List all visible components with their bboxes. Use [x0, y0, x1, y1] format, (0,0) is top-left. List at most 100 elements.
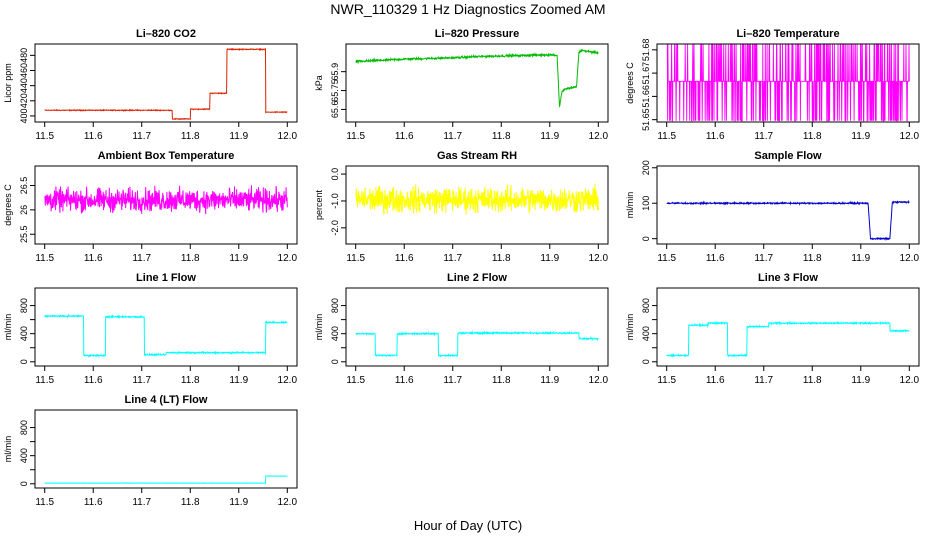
plot-frame [656, 165, 920, 245]
x-tick-label: 11.6 [706, 253, 725, 264]
y-axis-label: ml/min [625, 314, 635, 341]
plot-frame [345, 165, 609, 245]
x-tick-label: 12.0 [900, 131, 920, 142]
x-tick-label: 11.5 [35, 131, 54, 142]
x-tick-label: 11.7 [443, 375, 462, 386]
x-tick-label: 11.9 [229, 131, 248, 142]
chart-panel: Li–820 Pressure 11.5 11.6 11.7 11.8 11.9 12.0 6… [314, 28, 609, 142]
x-tick-label: 11.5 [346, 253, 365, 264]
y-tick-label: 51.65 [641, 108, 651, 131]
y-tick-label: 0 [641, 236, 651, 241]
x-tick-label: 11.7 [132, 131, 151, 142]
y-tick-label: 800 [641, 298, 651, 313]
x-tick-label: 11.5 [657, 131, 676, 142]
y-axis-label: kPa [314, 75, 324, 91]
series-line [355, 183, 599, 215]
y-tick-label: 26 [19, 205, 29, 215]
y-axis-label: Licor ppm [3, 63, 13, 103]
x-tick-label: 11.5 [346, 375, 365, 386]
y-tick-label: 65.9 [330, 63, 340, 81]
y-axis-label: ml/min [314, 314, 324, 341]
x-tick-label: 11.7 [754, 375, 773, 386]
chart-title: Li–820 CO2 [136, 28, 196, 40]
y-tick-label: 100 [641, 196, 651, 211]
x-tick-label: 11.8 [803, 253, 822, 264]
x-tick-label: 11.9 [851, 375, 870, 386]
y-tick-label: 460 [19, 63, 29, 78]
x-tick-label: 11.7 [132, 253, 151, 264]
x-tick-label: 11.9 [540, 131, 559, 142]
x-tick-label: 11.6 [84, 131, 103, 142]
chart-title: Ambient Box Temperature [98, 150, 235, 162]
y-axis-label: ml/min [3, 314, 13, 341]
x-tick-label: 11.8 [492, 131, 511, 142]
x-tick-label: 11.8 [181, 253, 200, 264]
chart-title: Sample Flow [754, 150, 822, 162]
chart-title: Li–820 Pressure [435, 28, 519, 40]
plot-frame [656, 43, 920, 123]
series-line [666, 320, 910, 359]
x-tick-label: 11.5 [657, 253, 676, 264]
y-tick-label: 0 [641, 359, 651, 364]
series-line [355, 330, 599, 358]
y-tick-label: 65.75 [330, 79, 340, 102]
y-tick-label: 51.68 [641, 39, 651, 62]
x-tick-label: 11.5 [657, 375, 676, 386]
x-tick-label: 11.5 [35, 375, 54, 386]
chart-panel: Li–820 CO2 11.5 11.6 11.7 11.8 11.9 12.0 400420… [3, 28, 298, 142]
y-tick-label: 800 [19, 298, 29, 313]
x-tick-label: 11.6 [84, 375, 103, 386]
x-tick-label: 12.0 [589, 253, 609, 264]
x-tick-label: 11.8 [803, 131, 822, 142]
y-tick-label: 0 [19, 359, 29, 364]
y-tick-label: 51.67 [641, 62, 651, 85]
x-tick-label: 11.7 [754, 131, 773, 142]
y-tick-label: 400 [19, 326, 29, 341]
series-line [355, 48, 599, 108]
x-tick-label: 11.8 [181, 375, 200, 386]
y-tick-label: 480 [19, 48, 29, 63]
x-tick-label: 12.0 [900, 253, 920, 264]
x-tick-label: 11.7 [132, 375, 151, 386]
x-tick-label: 11.9 [229, 497, 248, 508]
x-tick-label: 11.6 [395, 253, 414, 264]
x-tick-label: 11.8 [492, 253, 511, 264]
y-tick-label: 800 [19, 420, 29, 435]
x-tick-label: 11.9 [851, 131, 870, 142]
chart-panel: Line 4 (LT) Flow 11.5 11.6 11.7 11.8 11.9 12.0… [3, 394, 298, 508]
y-tick-label: 400 [19, 448, 29, 463]
y-tick-label: 400 [330, 326, 340, 341]
series-line [666, 44, 910, 122]
plot-frame [34, 43, 298, 123]
y-tick-label: 400 [641, 326, 651, 341]
x-tick-label: 11.8 [181, 497, 200, 508]
x-tick-label: 12.0 [278, 375, 298, 386]
x-tick-label: 12.0 [278, 497, 298, 508]
x-tick-label: 11.6 [395, 375, 414, 386]
y-tick-label: 65.6 [330, 101, 340, 119]
y-tick-label: -1.0 [330, 193, 340, 209]
x-tick-label: 12.0 [278, 131, 298, 142]
x-tick-label: 11.6 [706, 131, 725, 142]
chart-title: Line 3 Flow [758, 272, 818, 284]
series-line [44, 185, 288, 215]
y-tick-label: 420 [19, 93, 29, 108]
y-tick-label: 400 [19, 108, 29, 123]
x-tick-label: 11.7 [443, 131, 462, 142]
y-axis-label: ml/min [625, 192, 635, 219]
y-tick-label: 0 [19, 481, 29, 486]
chart-title: Line 2 Flow [447, 272, 507, 284]
chart-panel: Gas Stream RH 11.5 11.6 11.7 11.8 11.9 12.0 -2.… [314, 150, 609, 264]
page-title: NWR_110329 1 Hz Diagnostics Zoomed AM [330, 1, 606, 17]
chart-panel: Line 3 Flow 11.5 11.6 11.7 11.8 11.9 12.0 0 400 8… [625, 272, 920, 386]
x-tick-label: 12.0 [278, 253, 298, 264]
series-line [44, 47, 288, 121]
y-tick-label: -2.0 [330, 220, 340, 236]
x-tick-label: 11.9 [540, 253, 559, 264]
x-tick-label: 11.7 [443, 253, 462, 264]
y-axis-label: degrees C [3, 184, 13, 226]
y-tick-label: 25.5 [19, 225, 29, 243]
x-tick-label: 11.6 [395, 131, 414, 142]
chart-panel: Ambient Box Temperature 11.5 11.6 11.7 11.8 1… [3, 150, 298, 264]
